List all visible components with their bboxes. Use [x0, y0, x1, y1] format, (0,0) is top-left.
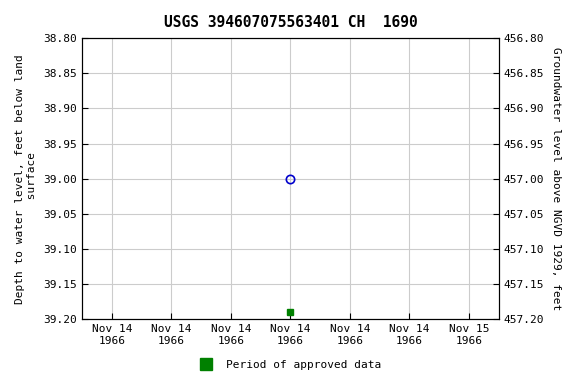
Y-axis label: Depth to water level, feet below land
 surface: Depth to water level, feet below land su… — [15, 54, 37, 304]
Legend: Period of approved data: Period of approved data — [191, 356, 385, 375]
Y-axis label: Groundwater level above NGVD 1929, feet: Groundwater level above NGVD 1929, feet — [551, 47, 561, 310]
Title: USGS 394607075563401 CH  1690: USGS 394607075563401 CH 1690 — [164, 15, 417, 30]
